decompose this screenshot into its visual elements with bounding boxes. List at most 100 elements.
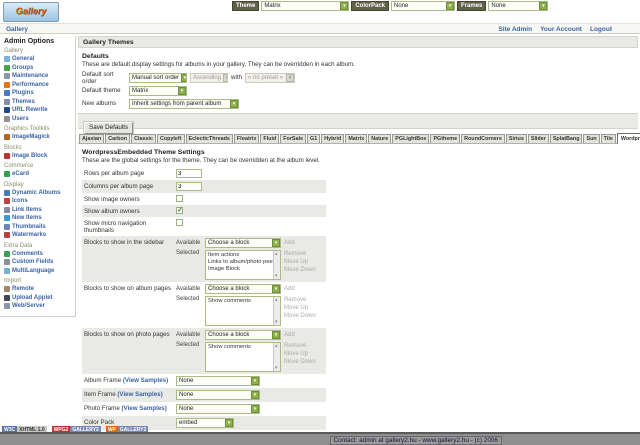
frames-select[interactable]: None bbox=[488, 1, 549, 11]
album-blocks-remove-button[interactable]: Remove bbox=[284, 297, 307, 303]
rows-per-page-input[interactable] bbox=[176, 169, 202, 178]
tab-pgtheme[interactable]: PGtheme bbox=[430, 134, 461, 143]
sidebar-item-groups[interactable]: Groups bbox=[4, 64, 73, 73]
tab-matrix[interactable]: Matrix bbox=[345, 134, 368, 143]
tab-sirius[interactable]: Sirius bbox=[505, 134, 527, 143]
tab-g1[interactable]: G1 bbox=[307, 134, 321, 143]
show-album-owners-checkbox[interactable] bbox=[176, 206, 183, 214]
sidebar-item-custom-fields[interactable]: Custom Fields bbox=[4, 258, 73, 267]
sidebar-blocks-remove-button[interactable]: Remove bbox=[284, 251, 307, 257]
sidebar-item-themes[interactable]: Themes bbox=[4, 98, 73, 107]
gallery-logo[interactable]: Gallery bbox=[3, 2, 59, 22]
sidebar-blocks-add-button[interactable]: Add bbox=[284, 240, 295, 246]
sidebar-item-plugins[interactable]: Plugins bbox=[4, 89, 73, 98]
tab-classic[interactable]: Classic bbox=[131, 134, 156, 143]
logout-link[interactable]: Logout bbox=[589, 26, 612, 33]
wp-gallery2-badge[interactable]: WP GALLERY2 bbox=[105, 426, 149, 434]
photo-frame-view-samples-link[interactable]: (View Samples) bbox=[121, 405, 167, 412]
tab-floatrix[interactable]: Floatrix bbox=[233, 134, 260, 143]
photo-blocks-add-button[interactable]: Add bbox=[284, 332, 295, 338]
sidebar-item-maintenance[interactable]: Maintenance bbox=[4, 72, 73, 81]
tab-ajaxian[interactable]: Ajaxian bbox=[79, 134, 105, 143]
sidebar-item-thumbnails[interactable]: Thumbnails bbox=[4, 223, 73, 232]
page-title: Gallery Themes bbox=[78, 36, 638, 48]
sidebar-item-general[interactable]: General bbox=[4, 55, 73, 64]
item-frame-select[interactable]: None bbox=[176, 390, 260, 400]
sidebar-item-multilanguage[interactable]: MultiLanguage bbox=[4, 267, 73, 276]
show-image-owners-checkbox[interactable] bbox=[176, 195, 183, 202]
photo-blocks-move-down-button[interactable]: Move Down bbox=[284, 359, 316, 365]
sidebar-item-upload-applet[interactable]: Upload Applet bbox=[4, 294, 73, 303]
tab-copyleft[interactable]: Copyleft bbox=[156, 134, 185, 143]
tab-sun[interactable]: Sun bbox=[583, 134, 600, 143]
default-theme-select[interactable]: Matrix bbox=[129, 85, 187, 96]
tab-wordpressembedded-active[interactable]: WordpressEmbedded bbox=[616, 133, 640, 144]
sidebar-item-icons[interactable]: Icons bbox=[4, 197, 73, 206]
show-micro-nav-checkbox[interactable] bbox=[176, 219, 183, 226]
tab-fluid[interactable]: Fluid bbox=[260, 134, 280, 143]
album-frame-view-samples-link[interactable]: (View Samples) bbox=[122, 377, 169, 384]
sidebar-item-image-block[interactable]: Image Block bbox=[4, 152, 73, 161]
thumbnails-icon bbox=[4, 223, 10, 230]
breadcrumb-gallery-link[interactable]: Gallery bbox=[6, 26, 29, 33]
wpg2-badge[interactable]: WPG2 GALLERY2 bbox=[51, 426, 101, 434]
sidebar-item-comments[interactable]: Comments bbox=[4, 250, 73, 259]
sidebar-blocks-selected-listbox[interactable]: Item actions Links to album/photo peers … bbox=[205, 250, 281, 280]
sidebar-blocks-move-up-button[interactable]: Move Up bbox=[284, 259, 309, 265]
sidebar-item-users[interactable]: Users bbox=[4, 115, 73, 124]
tab-roundcorners[interactable]: RoundCorners bbox=[461, 134, 505, 143]
sidebar-item-url-rewrite[interactable]: URL Rewrite bbox=[4, 106, 73, 115]
item-frame-view-samples-link[interactable]: (View Samples) bbox=[117, 391, 163, 398]
tab-slider[interactable]: Slider bbox=[527, 134, 549, 143]
sidebar-item-remote[interactable]: Remote bbox=[4, 285, 73, 294]
sort-preset-select[interactable]: « no preset » bbox=[245, 72, 296, 83]
sidebar-item-new-items[interactable]: New Items bbox=[4, 214, 73, 223]
album-frame-select[interactable]: None bbox=[176, 376, 260, 386]
color-pack-select[interactable]: embed bbox=[176, 418, 234, 428]
sort-direction-select[interactable]: Ascending bbox=[190, 72, 228, 83]
defaults-section: Defaults These are default display setti… bbox=[78, 48, 638, 110]
album-blocks-add-button[interactable]: Add bbox=[284, 286, 295, 292]
tab-nature[interactable]: Nature bbox=[368, 134, 392, 143]
sidebar-item-performance[interactable]: Performance bbox=[4, 81, 73, 90]
photo-blocks-remove-button[interactable]: Remove bbox=[284, 343, 307, 349]
sidebar-blocks-move-down-button[interactable]: Move Down bbox=[284, 267, 316, 273]
sidebar-item-link-items[interactable]: Link Items bbox=[4, 206, 73, 215]
cols-per-page-input[interactable] bbox=[176, 182, 202, 191]
scrollbar[interactable] bbox=[273, 297, 280, 325]
default-sort-order-select[interactable]: Manual sort order bbox=[129, 72, 187, 83]
album-blocks-move-up-button[interactable]: Move Up bbox=[284, 305, 309, 311]
sidebar-item-web-server[interactable]: Web/Server bbox=[4, 302, 73, 311]
theme-select[interactable]: Matrix bbox=[261, 1, 350, 11]
tab-forsale[interactable]: ForSale bbox=[280, 134, 307, 143]
photo-blocks-selected-listbox[interactable]: Show comments bbox=[205, 342, 281, 372]
sidebar-item-dynamic-albums[interactable]: Dynamic Albums bbox=[4, 189, 73, 198]
scrollbar[interactable] bbox=[273, 251, 280, 279]
album-blocks-selected-listbox[interactable]: Show comments bbox=[205, 296, 281, 326]
sidebar-blocks-available-select[interactable]: Choose a block bbox=[205, 238, 281, 248]
album-blocks-available-select[interactable]: Choose a block bbox=[205, 284, 281, 294]
tab-tile[interactable]: Tile bbox=[600, 134, 616, 143]
photo-blocks-available-select[interactable]: Choose a block bbox=[205, 330, 281, 340]
new-items-icon bbox=[4, 215, 10, 222]
photo-frame-select[interactable]: None bbox=[176, 404, 260, 414]
image-block-icon bbox=[4, 152, 10, 159]
album-blocks-move-down-button[interactable]: Move Down bbox=[284, 313, 316, 319]
tab-pglightbox[interactable]: PGLightBox bbox=[392, 134, 430, 143]
validation-badges: W3C XHTML 1.0 WPG2 GALLERY2 WP GALLERY2 bbox=[0, 423, 149, 434]
tab-splatbang[interactable]: SplatBang bbox=[549, 134, 583, 143]
sidebar-item-imagemagick[interactable]: ImageMagick bbox=[4, 133, 73, 142]
tab-hybrid[interactable]: Hybrid bbox=[321, 134, 345, 143]
tab-carbon[interactable]: Carbon bbox=[105, 134, 131, 143]
save-defaults-button[interactable]: Save Defaults bbox=[84, 122, 134, 134]
new-albums-select[interactable]: Inherit settings from parent album bbox=[129, 98, 239, 109]
sidebar-item-watermarks[interactable]: Watermarks bbox=[4, 231, 73, 240]
w3c-xhtml-badge[interactable]: W3C XHTML 1.0 bbox=[2, 426, 47, 434]
photo-blocks-move-up-button[interactable]: Move Up bbox=[284, 351, 309, 357]
site-admin-link[interactable]: Site Admin bbox=[498, 26, 533, 33]
scrollbar[interactable] bbox=[273, 343, 280, 371]
colorpack-select[interactable]: None bbox=[391, 1, 456, 11]
your-account-link[interactable]: Your Account bbox=[540, 26, 582, 33]
sidebar-item-ecard[interactable]: eCard bbox=[4, 170, 73, 179]
tab-eclecticthreads[interactable]: EclecticThreads bbox=[185, 134, 233, 143]
